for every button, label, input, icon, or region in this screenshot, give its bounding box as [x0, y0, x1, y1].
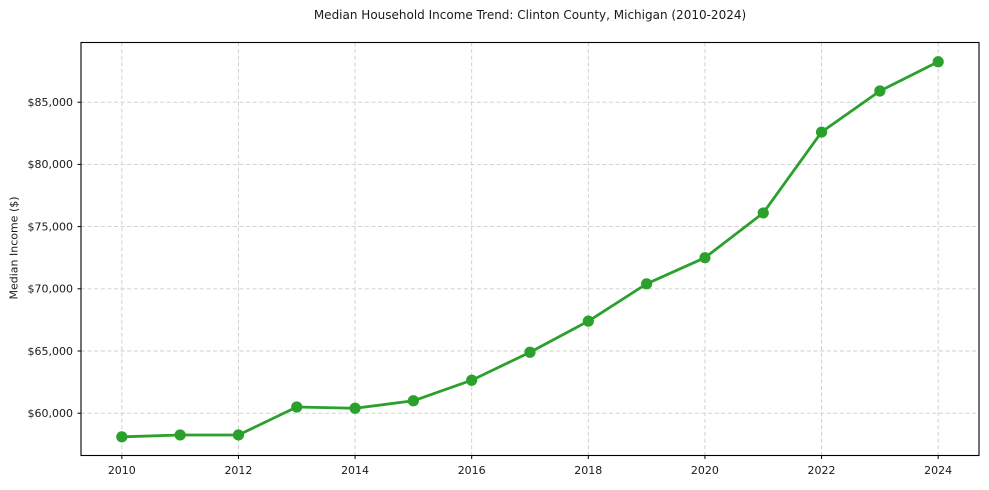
data-point [815, 126, 828, 138]
y-tick-label: $80,000 [28, 158, 74, 171]
data-point [174, 429, 186, 441]
data-point [524, 346, 536, 358]
data-point [407, 395, 419, 407]
y-tick-label: $85,000 [28, 96, 74, 109]
data-point [232, 429, 245, 441]
chart-title: Median Household Income Trend: Clinton C… [313, 8, 747, 22]
y-axis-label: Median Income ($) [7, 196, 21, 300]
y-tick-label: $60,000 [28, 407, 74, 420]
income-line-series [120, 60, 940, 439]
data-point [116, 431, 128, 443]
plot-border [80, 41, 980, 457]
x-tick-label: 2022 [808, 464, 836, 477]
data-point [932, 56, 944, 68]
data-point [349, 402, 361, 414]
x-tick-label: 2020 [691, 464, 719, 477]
data-point [699, 252, 711, 264]
x-tick-label: 2016 [458, 464, 486, 477]
data-point [582, 315, 594, 327]
data-point [757, 207, 769, 219]
x-tick-label: 2012 [224, 464, 252, 477]
y-tick-label: $75,000 [28, 220, 74, 233]
x-tick-label: 2010 [108, 464, 136, 477]
x-tick-label: 2024 [924, 464, 952, 477]
y-tick-label: $70,000 [28, 283, 74, 296]
data-point [291, 401, 303, 413]
y-tick-label: $65,000 [28, 345, 74, 358]
data-point [641, 278, 653, 290]
data-point [874, 85, 886, 97]
data-point [466, 374, 478, 386]
x-tick-label: 2014 [341, 464, 369, 477]
x-tick-label: 2018 [574, 464, 602, 477]
